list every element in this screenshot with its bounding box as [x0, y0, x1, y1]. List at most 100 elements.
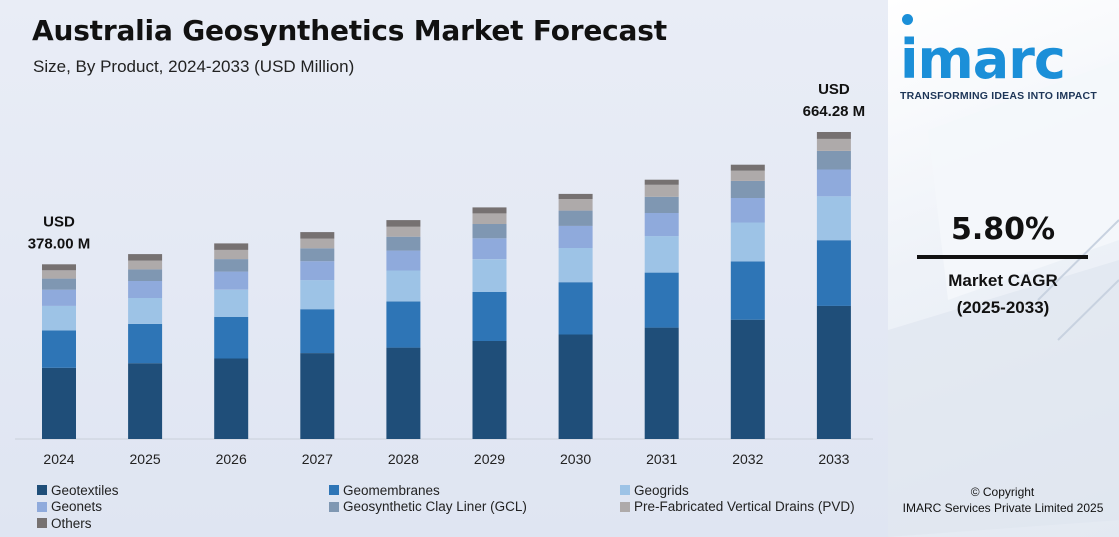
bar-segment-2031-5 [644, 184, 679, 197]
imarc-logo: imarc [900, 28, 1066, 91]
bar-segment-2033-4 [816, 151, 851, 170]
legend-swatch [329, 501, 339, 512]
legend-swatch [37, 518, 47, 528]
bar-segment-2028-3 [386, 250, 421, 271]
bar-segment-2026-4 [214, 259, 249, 272]
chart-legend: Geotextiles Geomembranes Geogrids Geonets Ge… [37, 482, 887, 534]
bar-segment-2029-3 [472, 238, 507, 260]
bar-segment-2025-0 [128, 363, 163, 439]
bar-segment-2029-5 [472, 213, 507, 224]
x-tick-label: 2024 [43, 451, 74, 467]
brand-panel [888, 0, 1119, 537]
bar-segment-2032-1 [730, 261, 765, 320]
bar-segment-2029-4 [472, 224, 507, 239]
bar-segment-2029-6 [472, 207, 507, 214]
cagr-divider [917, 255, 1088, 259]
legend-swatch [329, 485, 339, 495]
bar-segment-2025-4 [128, 269, 163, 281]
bar-segment-2026-6 [214, 243, 249, 250]
bar-segment-2030-2 [558, 248, 593, 283]
x-tick-label: 2029 [474, 451, 505, 467]
bar-segment-2026-2 [214, 289, 249, 317]
bar-segment-2033-5 [816, 138, 851, 151]
bar-segment-2024-6 [42, 264, 76, 271]
bar-segment-2026-3 [214, 271, 249, 290]
legend-label: Geonets [51, 499, 103, 514]
x-tick-label: 2027 [302, 451, 333, 467]
bar-segment-2027-4 [300, 248, 335, 262]
bar-segment-2028-2 [386, 270, 421, 302]
bar-segment-2027-0 [300, 353, 335, 439]
bar-segment-2030-0 [558, 334, 593, 439]
bar-segment-2032-3 [730, 198, 765, 223]
bar-segment-2028-4 [386, 236, 421, 251]
background-decoration [888, 60, 1119, 537]
x-tick-label: 2025 [130, 451, 161, 467]
logo-tagline: TRANSFORMING IDEAS INTO IMPACT [900, 90, 1097, 102]
bar-segment-2030-3 [558, 225, 593, 248]
bar-segment-2025-3 [128, 280, 163, 298]
logo-dot [902, 14, 913, 25]
bar-segment-2029-2 [472, 259, 507, 292]
x-tick-label: 2026 [216, 451, 247, 467]
bar-segment-2024-0 [42, 367, 76, 439]
bar-segment-2033-2 [816, 196, 851, 241]
legend-swatch [620, 501, 630, 512]
bar-segment-2027-5 [300, 238, 335, 249]
bar-segment-2029-0 [472, 341, 507, 439]
legend-item: Others [37, 515, 92, 531]
bar-segment-2030-5 [558, 199, 593, 211]
bar-segment-2027-6 [300, 232, 335, 239]
bar-segment-2031-3 [644, 213, 679, 237]
stacked-bar-chart: 2024 2025 2026 2027 2028 2029 2030 2031 2032 2033… [15, 81, 873, 467]
bar-group [42, 132, 851, 439]
bar-segment-2030-6 [558, 193, 593, 199]
legend-label: Pre-Fabricated Vertical Drains (PVD) [634, 499, 855, 514]
bar-segment-2025-2 [128, 298, 163, 324]
x-tick-labels: 2024 2025 2026 2027 2028 2029 2030 2031 2032 2033 [43, 451, 849, 467]
legend-item: Pre-Fabricated Vertical Drains (PVD) [620, 499, 855, 515]
chart-subtitle: Size, By Product, 2024-2033 (USD Million… [33, 57, 355, 76]
bar-segment-2026-1 [214, 316, 249, 359]
total-annotations: USD 378.00 M USD 664.28 M [28, 81, 865, 252]
bar-segment-2025-1 [128, 323, 163, 364]
bar-segment-2033-6 [816, 132, 851, 139]
bar-segment-2027-2 [300, 280, 335, 310]
x-tick-label: 2033 [818, 451, 849, 467]
bar-segment-2024-4 [42, 278, 76, 290]
bar-segment-2032-4 [730, 180, 765, 198]
bar-segment-2032-5 [730, 170, 765, 181]
bar-segment-2029-1 [472, 292, 507, 341]
bar-segment-2027-3 [300, 261, 335, 281]
bar-segment-2030-1 [558, 282, 593, 335]
total-label-2024: USD [43, 213, 75, 230]
bar-segment-2030-4 [558, 210, 593, 226]
bar-segment-2028-1 [386, 301, 421, 348]
total-label-2024: 378.00 M [28, 235, 91, 252]
bar-segment-2024-2 [42, 305, 76, 331]
legend-swatch [37, 501, 47, 512]
bar-segment-2033-1 [816, 240, 851, 306]
legend-swatch [620, 485, 630, 495]
legend-item: Geogrids [620, 482, 689, 498]
x-tick-label: 2030 [560, 451, 591, 467]
bar-segment-2031-6 [644, 179, 679, 185]
bar-segment-2025-6 [128, 254, 163, 261]
legend-swatch [37, 485, 47, 495]
legend-label: Geomembranes [343, 482, 440, 498]
bar-segment-2032-2 [730, 222, 765, 262]
cagr-period: (2025-2033) [956, 298, 1050, 317]
copyright-text: © Copyright [970, 485, 1035, 499]
x-tick-label: 2028 [388, 451, 419, 467]
bar-segment-2033-3 [816, 169, 851, 197]
legend-label: Geotextiles [51, 482, 119, 498]
bar-segment-2026-5 [214, 249, 249, 260]
legend-label: Others [51, 515, 92, 531]
total-label-2033: USD [818, 81, 850, 98]
bar-segment-2031-1 [644, 272, 679, 328]
x-tick-label: 2032 [732, 451, 763, 467]
bar-segment-2028-0 [386, 347, 421, 439]
bar-segment-2026-0 [214, 358, 249, 439]
legend-item: Geonets [37, 499, 102, 515]
bar-segment-2024-5 [42, 270, 76, 279]
